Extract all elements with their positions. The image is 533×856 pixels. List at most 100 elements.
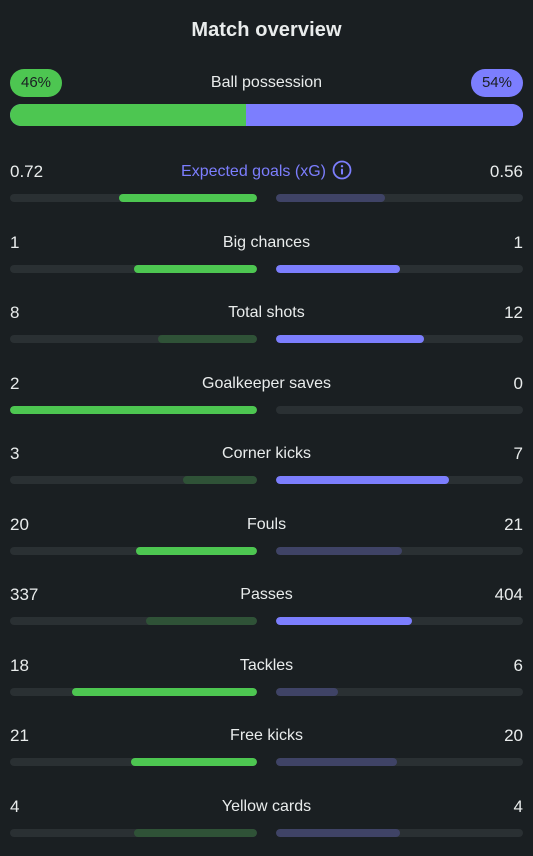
stat-label-line: Tackles 18 6 <box>10 654 523 678</box>
stat-row: Big chances 1 1 <box>10 231 523 275</box>
possession-bar <box>10 104 523 126</box>
home-stat-track <box>10 264 257 273</box>
away-stat-track <box>276 617 523 625</box>
away-stat-fill <box>276 264 400 273</box>
home-stat-fill <box>133 264 257 273</box>
stat-label-line: Yellow cards 4 4 <box>10 795 523 819</box>
stat-row: Yellow cards 4 4 <box>10 795 523 839</box>
stat-bars <box>10 264 523 273</box>
stat-name-text: Passes <box>240 586 293 603</box>
stat-bars <box>10 405 523 414</box>
away-stat-value: 4 <box>513 796 523 816</box>
away-stat-fill <box>276 828 400 837</box>
away-stat-value: 20 <box>504 726 523 745</box>
away-stat-fill <box>276 617 412 625</box>
away-stat-value: 0.56 <box>489 162 523 181</box>
stat-name: Tackles <box>10 654 523 678</box>
home-stat-value: 3 <box>10 444 20 463</box>
home-stat-track <box>10 405 257 414</box>
home-stat-track <box>10 194 257 202</box>
away-stat-value: 12 <box>504 303 523 322</box>
stat-name: Passes <box>10 583 523 607</box>
home-possession-fill <box>10 104 246 126</box>
stat-label-line: Free kicks 21 20 <box>10 724 523 748</box>
away-stat-track <box>276 828 523 837</box>
home-stat-track <box>10 476 257 484</box>
home-stat-fill <box>10 405 257 414</box>
home-stat-fill <box>145 617 257 625</box>
stat-row: Total shots 8 12 <box>10 301 523 345</box>
stat-name: Corner kicks <box>10 442 523 466</box>
away-stat-fill <box>276 476 449 484</box>
home-stat-fill <box>158 335 257 343</box>
home-stat-value: 337 <box>10 585 39 604</box>
home-stat-fill <box>135 546 257 555</box>
away-stat-track <box>276 194 523 202</box>
away-stat-fill <box>276 687 338 696</box>
stat-row: Goalkeeper saves 2 0 <box>10 372 523 416</box>
stat-name-text: Total shots <box>228 304 305 321</box>
home-stat-track <box>10 687 257 696</box>
stat-row: Fouls 20 21 <box>10 513 523 557</box>
home-stat-fill <box>182 476 257 484</box>
possession-label: Ball possession <box>210 74 323 91</box>
stat-name-text: Big chances <box>222 233 311 251</box>
stat-label-line: Goalkeeper saves 2 0 <box>10 372 523 396</box>
stat-bars <box>10 828 523 837</box>
away-stat-fill <box>276 758 398 766</box>
stat-label-line: Passes 337 404 <box>10 583 523 607</box>
away-stat-value: 1 <box>513 232 523 252</box>
stat-name: Free kicks <box>10 724 523 748</box>
home-stat-track <box>10 335 257 343</box>
panel-title: Match overview <box>191 19 342 41</box>
stat-bars <box>10 476 523 484</box>
stat-label-line: Fouls 20 21 <box>10 513 523 537</box>
home-stat-track <box>10 546 257 555</box>
stat-row: Expected goals (xG) 0.72 0.56 <box>10 160 523 204</box>
stat-name: Total shots <box>10 301 523 325</box>
away-stat-fill <box>276 335 425 343</box>
stat-row: Corner kicks 3 7 <box>10 442 523 486</box>
stat-bars <box>10 335 523 343</box>
stat-bars <box>10 617 523 625</box>
stat-bars <box>10 546 523 555</box>
home-stat-value: 21 <box>10 726 29 745</box>
home-stat-value: 2 <box>10 373 20 393</box>
stat-label-line: Total shots 8 12 <box>10 301 523 325</box>
stat-name: Expected goals (xG) <box>10 160 523 184</box>
home-stat-track <box>10 758 257 766</box>
stat-label-line: Big chances 1 1 <box>10 231 523 255</box>
away-stat-track <box>276 335 523 343</box>
away-stat-track <box>276 546 523 555</box>
stat-name-text: Expected goals (xG) <box>181 163 326 180</box>
stat-name-text: Yellow cards <box>221 797 312 815</box>
home-possession-badge: 46% <box>10 69 63 97</box>
stat-label-line: Corner kicks 3 7 <box>10 442 523 466</box>
stat-name-text: Free kicks <box>230 727 303 744</box>
stat-name-text: Corner kicks <box>222 445 311 462</box>
stat-name-text: Fouls <box>246 515 287 533</box>
away-stat-value: 0 <box>513 373 523 393</box>
away-stat-value: 7 <box>513 444 523 463</box>
home-stat-value: 0.72 <box>10 162 44 181</box>
away-stat-fill <box>276 546 402 555</box>
home-stat-value: 1 <box>10 232 20 252</box>
away-stat-track <box>276 476 523 484</box>
possession-header: 46% Ball possession 54% <box>10 69 523 97</box>
stat-name: Fouls <box>10 513 523 537</box>
away-stat-track <box>276 758 523 766</box>
stat-label-line: Expected goals (xG) 0.72 0.56 <box>10 160 523 184</box>
away-stat-track <box>276 264 523 273</box>
away-stat-value: 6 <box>513 655 523 675</box>
info-icon[interactable] <box>332 160 352 180</box>
home-stat-value: 20 <box>10 514 29 534</box>
stat-bars <box>10 758 523 766</box>
away-stat-track <box>276 405 523 414</box>
stat-name: Big chances <box>10 231 523 255</box>
home-stat-track <box>10 617 257 625</box>
away-stat-track <box>276 687 523 696</box>
away-stat-fill <box>276 194 385 202</box>
home-stat-track <box>10 828 257 837</box>
away-possession-badge: 54% <box>470 69 523 97</box>
